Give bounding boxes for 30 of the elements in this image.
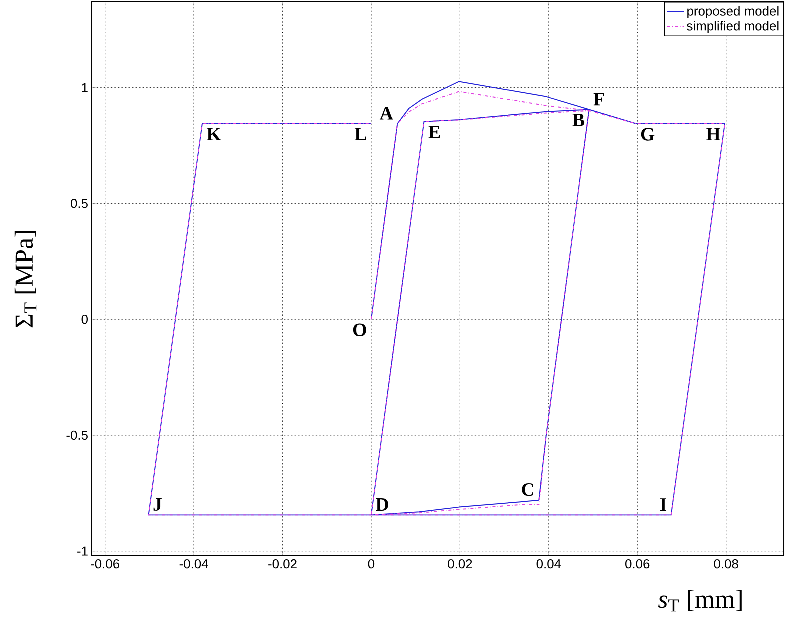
x-tick-label: -0.02 [268, 560, 297, 569]
x-tick-label: 0.08 [714, 560, 738, 569]
y-tick-label: -0.5 [66, 430, 88, 440]
annotation: K [206, 128, 222, 141]
annotation: H [706, 128, 720, 141]
legend-label: simplified model [687, 21, 779, 34]
x-tick-label: -0.04 [180, 560, 208, 569]
x-axis-title: s$_{T}$ [mm] [658, 590, 742, 612]
annotation: I [660, 498, 666, 511]
annotation: G [641, 128, 655, 141]
annotation: A [380, 107, 394, 120]
annotation: E [428, 126, 440, 138]
annotation: C [522, 483, 534, 496]
y-tick-label: 0 [82, 314, 88, 324]
y-tick-label: 0.5 [70, 199, 88, 208]
y-axis-title: Σ$_{T}$ [MPa] [14, 231, 37, 328]
annotation: D [376, 498, 388, 511]
x-tick-label: 0 [368, 560, 375, 569]
x-tick-label: 0.04 [536, 560, 562, 569]
y-tick-label: -1 [78, 546, 88, 556]
annotation: B [572, 114, 585, 126]
x-tick-label: 0.02 [448, 560, 472, 569]
x-tick-label: 0.06 [626, 560, 650, 569]
x-tick-label: -0.06 [91, 560, 120, 569]
annotation: L [354, 128, 366, 141]
y-tick-label: 1 [82, 83, 88, 92]
annotation: O [353, 324, 366, 336]
annotation: J [154, 498, 162, 511]
annotation: F [594, 93, 604, 106]
legend-label: proposed model [688, 6, 779, 18]
